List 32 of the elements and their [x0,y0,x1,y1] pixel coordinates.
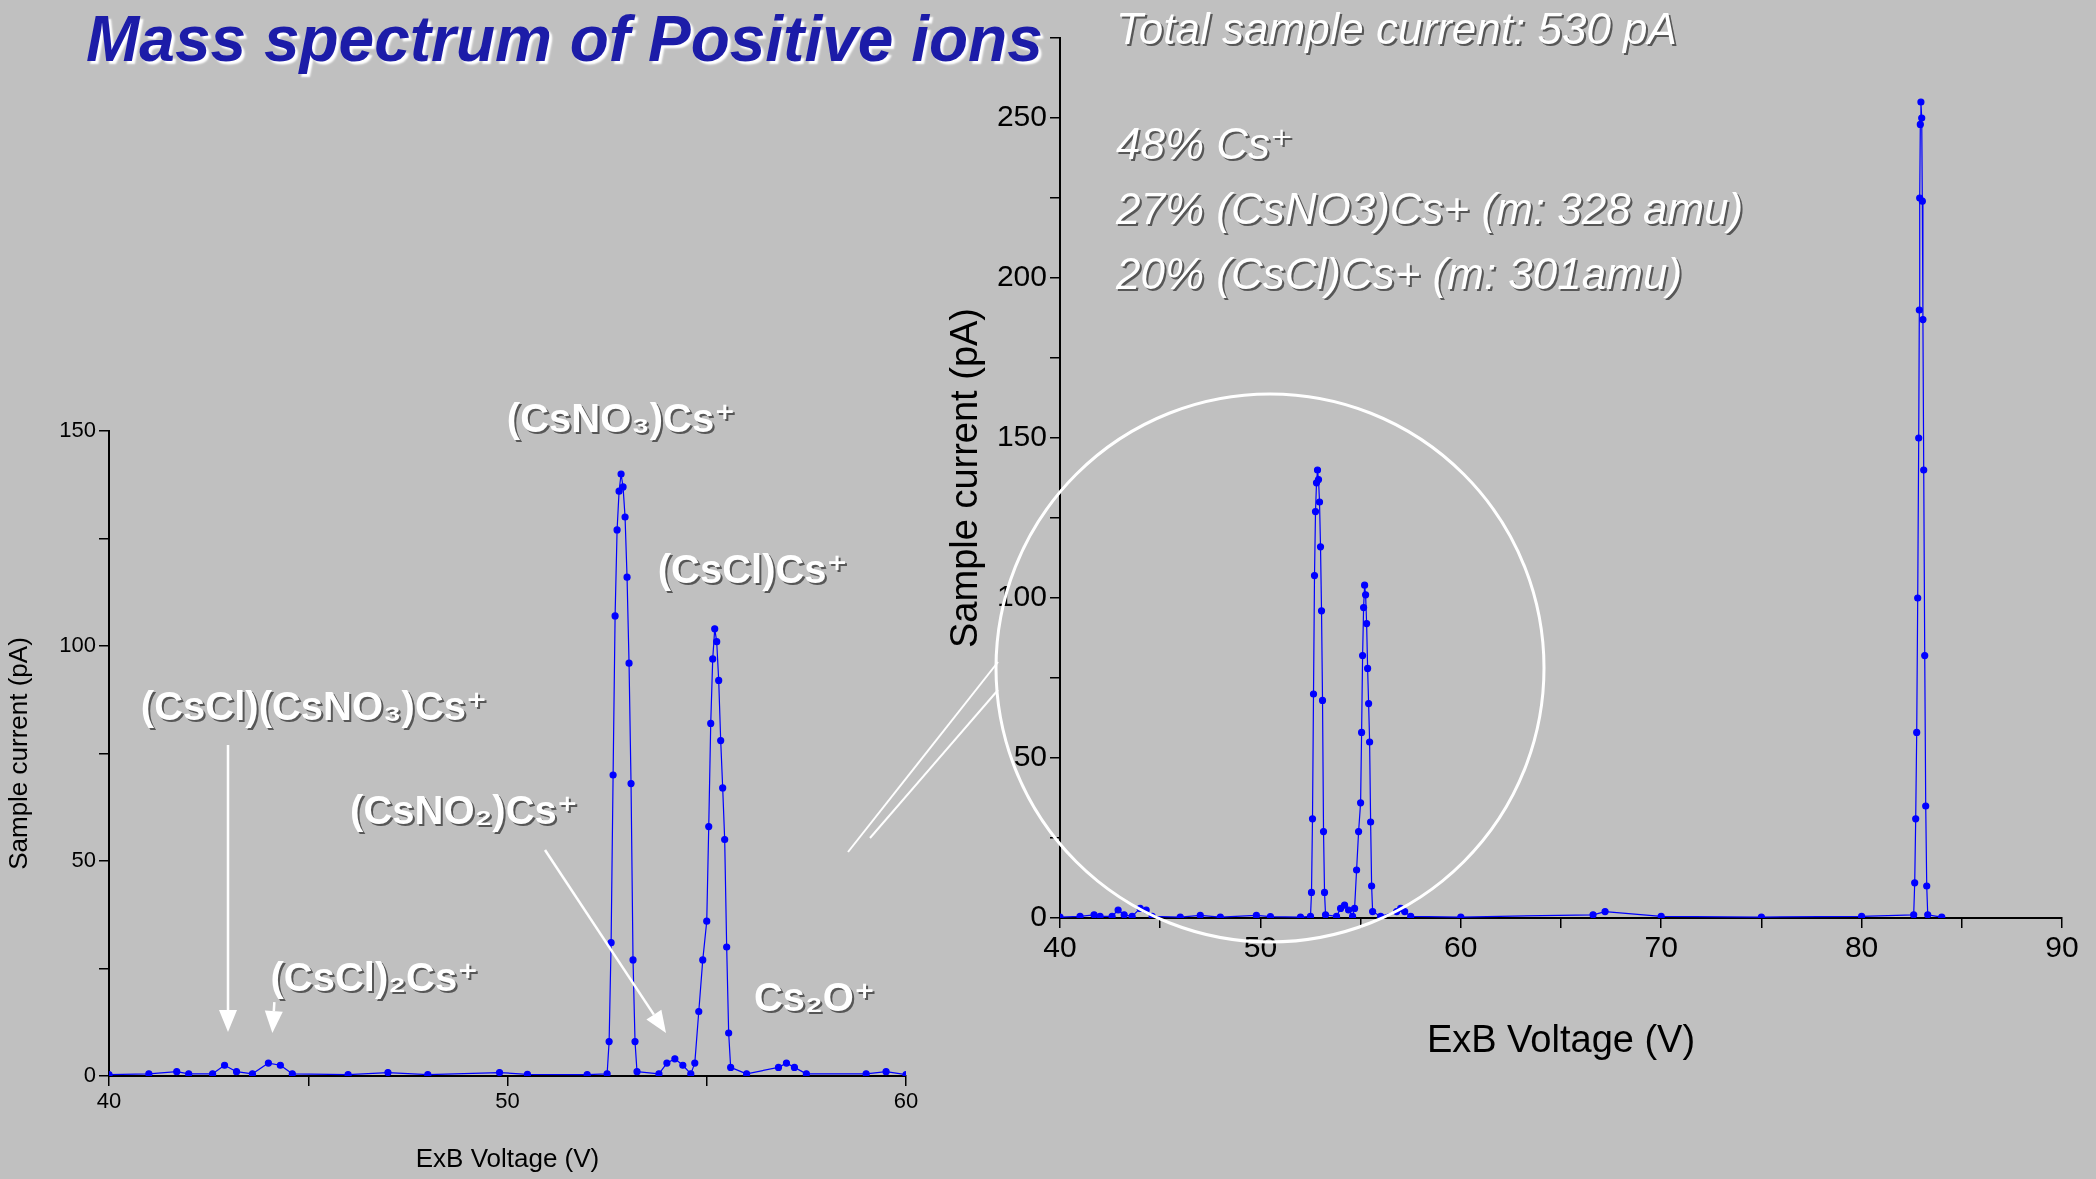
y-tick-label: 100 [59,632,96,658]
annotation: Total sample current: 530 pA [1116,4,1677,54]
x-axis-title: ExB Voltage (V) [1426,1017,1696,1060]
x-tick-label: 90 [2045,930,2079,964]
annotation: (CsCl)(CsNO₃)Cs⁺ [140,684,488,729]
y-tick-label: 200 [996,259,1047,293]
annotation: 27% (CsNO3)Cs+ (m: 328 amu) [1115,184,1744,234]
annotation: (CsNO₃)Cs⁺ [506,396,736,441]
y-tick-label: 150 [59,417,96,443]
x-tick-label: 70 [1644,930,1678,964]
annotation: (CsNO₂)Cs⁺ [350,788,578,833]
y-tick-label: 50 [1013,739,1047,773]
y-tick-label: 0 [83,1062,96,1088]
annotation: (CsCl)Cs⁺ [657,546,848,591]
x-tick-label: 40 [96,1088,122,1114]
x-tick-label: 50 [495,1088,520,1114]
x-tick-label: 40 [1043,930,1077,964]
annotation: 48% Cs⁺ [1116,119,1294,169]
y-tick-label: 250 [996,99,1047,133]
y-tick-label: 150 [996,419,1047,453]
chart-title: Mass spectrum of Positive ions [86,2,1043,76]
y-tick-label: 0 [1030,899,1047,933]
y-axis-title: Sample current (pA) [943,307,986,649]
y-tick-label: 50 [71,847,96,873]
x-tick-label: 60 [893,1088,919,1114]
annotation: (CsCl)₂Cs⁺ [270,955,479,1000]
x-axis-title: ExB Voltage (V) [415,1142,600,1173]
x-tick-label: 80 [1844,930,1879,964]
x-tick-label: 60 [1444,930,1478,964]
annotation: 20% (CsCl)Cs+ (m: 301amu) [1115,249,1683,299]
y-axis-title: Sample current (pA) [2,637,33,870]
annotation: Cs₂O⁺ [753,975,876,1020]
